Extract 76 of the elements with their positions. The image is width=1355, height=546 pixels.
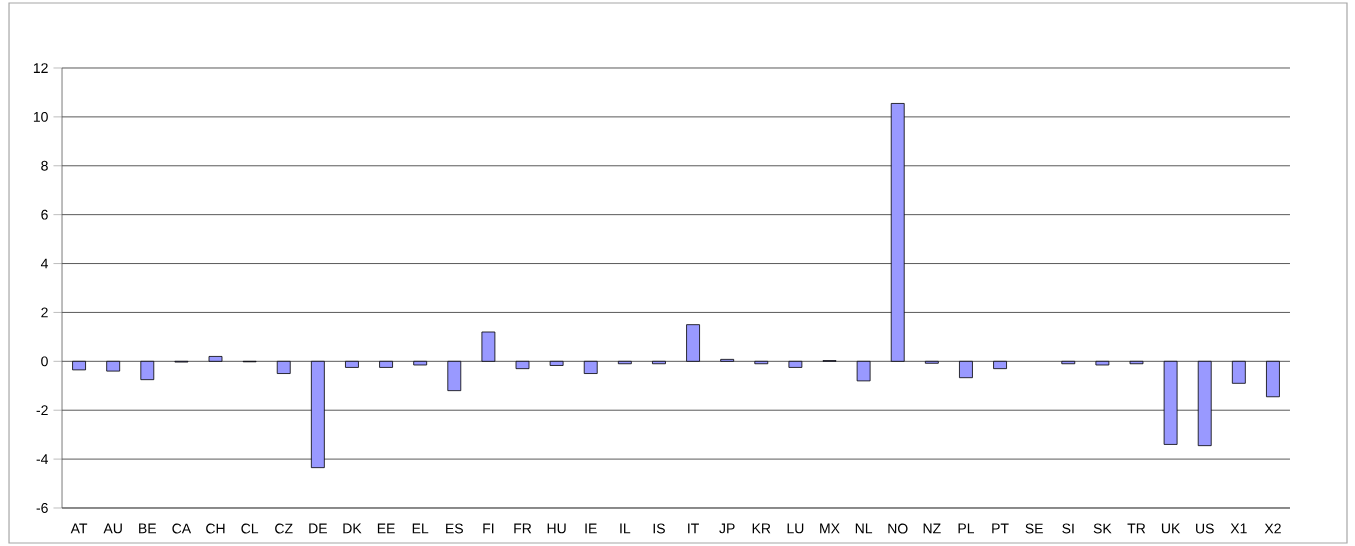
- bar: [890, 103, 905, 362]
- bar: [617, 360, 632, 365]
- x-tick-label: X2: [1264, 523, 1281, 534]
- bar: [413, 360, 428, 366]
- bar: [1129, 360, 1144, 365]
- y-tick-label: 8: [41, 160, 48, 171]
- bar: [481, 331, 496, 362]
- y-tick-label: 4: [40, 258, 48, 269]
- x-tick-label: IT: [688, 523, 699, 534]
- bar: [549, 360, 564, 366]
- y-tick-label: 2: [41, 307, 48, 318]
- bar: [754, 360, 769, 365]
- x-tick-label: US: [1196, 523, 1214, 534]
- x-tick-label: UK: [1161, 523, 1181, 534]
- bar: [140, 360, 155, 381]
- bar: [1061, 360, 1076, 365]
- y-tick-label: 10: [33, 111, 48, 122]
- x-tick-label: PL: [958, 523, 975, 534]
- bar: [515, 360, 530, 370]
- x-tick-label: IE: [585, 523, 597, 534]
- x-tick-label: TR: [1127, 523, 1146, 534]
- bar: [1197, 360, 1212, 447]
- bar: [1266, 360, 1280, 398]
- x-tick-label: DK: [343, 523, 362, 534]
- bar: [959, 360, 973, 379]
- x-tick-label: AU: [103, 523, 122, 534]
- x-tick-label: CH: [206, 523, 225, 534]
- x-tick-label: X1: [1230, 523, 1247, 534]
- x-tick-label: ES: [446, 523, 463, 534]
- x-tick-label: IS: [653, 523, 665, 534]
- x-tick-label: CZ: [275, 523, 293, 534]
- x-tick-label: EL: [412, 523, 429, 534]
- bar: [379, 360, 393, 368]
- x-tick-label: KR: [752, 523, 771, 534]
- x-tick-label: AT: [70, 523, 88, 534]
- bar: [345, 360, 359, 368]
- bar: [993, 360, 1007, 370]
- x-tick-label: JP: [719, 523, 735, 534]
- x-tick-label: PT: [992, 523, 1009, 534]
- x-tick-label: CL: [241, 523, 259, 534]
- x-tick-label: SI: [1062, 523, 1074, 534]
- bar: [1163, 360, 1178, 445]
- x-tick-label: LU: [787, 523, 804, 534]
- x-tick-label: NL: [855, 523, 873, 534]
- x-tick-label: NO: [888, 523, 908, 534]
- x-tick-label: DE: [309, 523, 327, 534]
- x-tick-label: BE: [139, 523, 157, 534]
- y-tick-label: -6: [36, 503, 48, 513]
- bar: [652, 360, 666, 365]
- bar: [1231, 360, 1246, 384]
- x-tick-label: NZ: [923, 523, 941, 534]
- x-tick-label: SE: [1025, 523, 1043, 534]
- x-tick-label: IL: [620, 523, 631, 534]
- y-tick-label: -4: [36, 454, 48, 464]
- x-tick-label: MX: [820, 523, 840, 534]
- bar: [208, 356, 223, 362]
- x-tick-label: SK: [1093, 523, 1112, 534]
- bar: [276, 360, 291, 374]
- bar: [788, 360, 803, 368]
- bar: [106, 360, 121, 372]
- y-tick-label: 0: [41, 356, 48, 367]
- x-tick-label: CA: [172, 523, 192, 534]
- x-tick-label: EE: [377, 523, 395, 534]
- y-tick-label: 12: [33, 63, 48, 73]
- bar: [856, 360, 871, 382]
- x-tick-label: HU: [547, 523, 566, 534]
- bar: [686, 324, 700, 362]
- x-tick-label: FR: [514, 523, 532, 534]
- bar: [310, 360, 325, 469]
- x-tick-label: FI: [483, 523, 494, 534]
- bar: [1095, 360, 1110, 366]
- bar: [583, 360, 598, 374]
- y-tick-label: -2: [36, 405, 48, 416]
- bar: [72, 360, 86, 371]
- y-tick-label: 6: [41, 209, 48, 220]
- bar: [447, 360, 462, 392]
